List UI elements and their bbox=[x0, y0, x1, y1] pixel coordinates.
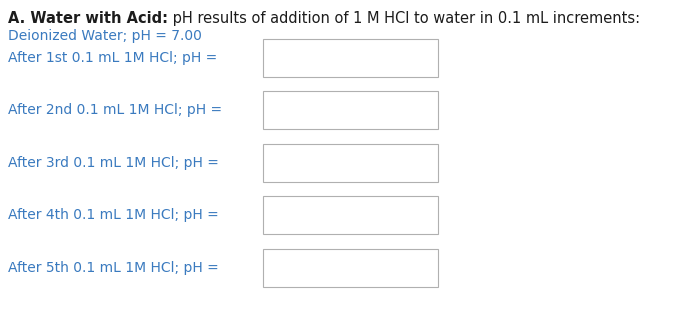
FancyBboxPatch shape bbox=[263, 196, 438, 234]
Text: A. Water with Acid:: A. Water with Acid: bbox=[8, 11, 168, 26]
Text: After 5th 0.1 mL 1M HCl; pH =: After 5th 0.1 mL 1M HCl; pH = bbox=[8, 261, 219, 275]
Text: After 3rd 0.1 mL 1M HCl; pH =: After 3rd 0.1 mL 1M HCl; pH = bbox=[8, 156, 219, 170]
Text: After 4th 0.1 mL 1M HCl; pH =: After 4th 0.1 mL 1M HCl; pH = bbox=[8, 208, 219, 222]
Text: pH results of addition of 1 M HCl to water in 0.1 mL increments:: pH results of addition of 1 M HCl to wat… bbox=[168, 11, 640, 26]
FancyBboxPatch shape bbox=[263, 39, 438, 77]
FancyBboxPatch shape bbox=[263, 144, 438, 182]
FancyBboxPatch shape bbox=[263, 249, 438, 287]
Text: After 2nd 0.1 mL 1M HCl; pH =: After 2nd 0.1 mL 1M HCl; pH = bbox=[8, 103, 222, 117]
Text: Deionized Water; pH = 7.00: Deionized Water; pH = 7.00 bbox=[8, 29, 202, 43]
FancyBboxPatch shape bbox=[263, 91, 438, 129]
Text: After 1st 0.1 mL 1M HCl; pH =: After 1st 0.1 mL 1M HCl; pH = bbox=[8, 51, 217, 65]
